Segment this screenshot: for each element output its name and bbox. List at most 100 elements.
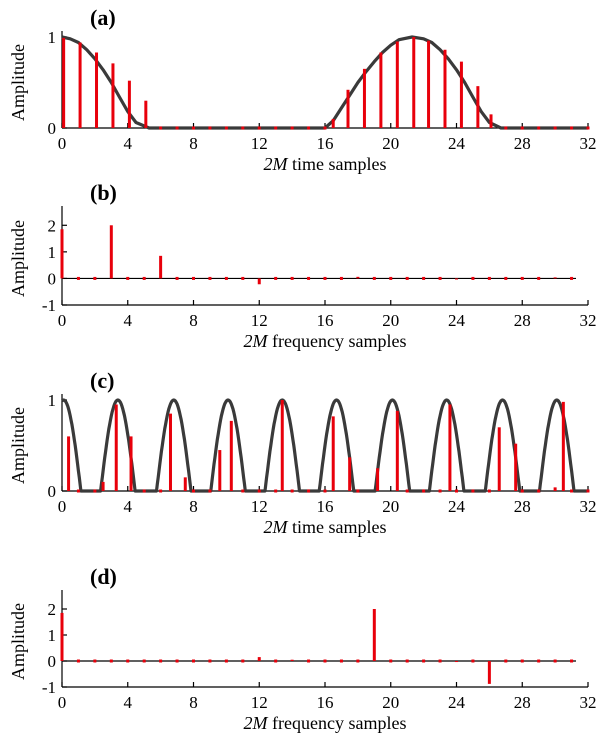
panel-c: 0 4 8 12 16 20 24 28 32 0 1 Amplitude 2M time sample… [8,368,597,537]
stem-5 [142,659,146,663]
y-tick-label: 1 [48,243,57,262]
stem-29 [520,126,524,130]
stem-18 [356,659,360,663]
y-tick-label: -1 [42,678,56,697]
x-tick-label: 20 [382,134,399,153]
stem-19 [372,276,376,280]
stem-40 [586,489,590,493]
stem-18 [290,489,294,493]
y-axis-label: Amplitude [8,220,28,297]
stem-23 [438,276,442,280]
x-tick-label: 4 [124,134,133,153]
stem-2 [93,276,97,280]
stem-30 [553,659,557,663]
stem-17 [339,276,343,280]
y-tick-label: 1 [48,28,57,47]
x-tick-label: 4 [124,497,133,516]
x-tick-label: 16 [317,134,334,153]
stem-6 [159,126,163,130]
panel-label: (c) [90,368,114,393]
y-tick-label: 1 [48,391,57,410]
x-tick-label: 0 [58,134,67,153]
x-tick-label: 28 [514,134,531,153]
stem-20 [389,659,393,663]
stem-14 [290,126,294,130]
stem-6 [142,489,146,493]
stem-10 [224,659,228,663]
stem-9 [208,659,212,663]
x-tick-label: 24 [448,497,466,516]
x-tick-label: 0 [58,311,67,330]
x-tick-label: 32 [580,693,597,712]
stem-5 [142,276,146,280]
stem-3 [109,659,113,663]
stem-10 [224,126,228,130]
y-tick-label: 0 [48,269,57,288]
stem-29 [537,276,541,280]
x-tick-label: 24 [448,693,466,712]
x-tick-label: 20 [382,497,399,516]
x-axis-label-text: frequency samples [268,713,407,733]
envelope-curve [60,398,588,493]
stem-21 [405,659,409,663]
x-tick-label: 32 [580,311,597,330]
envelope-curve [61,35,588,130]
stem-2 [93,489,97,493]
stem-27 [504,276,508,280]
panel-label: (a) [90,5,116,30]
stem-31 [570,276,574,280]
x-tick-label: 16 [317,693,334,712]
stem-31 [570,659,574,663]
x-tick-label: 4 [124,693,133,712]
x-axis-label-text: time samples [288,517,387,537]
y-tick-label: 0 [48,482,57,501]
x-axis-label-variable: 2M [264,517,289,537]
panel-a: 0 4 8 12 16 20 24 28 32 0 1 Amplitude 2M time sample… [8,5,597,174]
x-tick-label: 8 [189,497,198,516]
stem-11 [208,489,212,493]
stem-29 [537,659,541,663]
stem-11 [241,659,245,663]
x-axis-label-variable: 2M [244,331,269,351]
stem-25 [471,276,475,280]
stem-16 [323,276,327,280]
stem-6 [159,659,163,663]
x-tick-label: 8 [189,311,198,330]
stem-25 [471,659,475,663]
x-tick-label: 24 [448,311,466,330]
stem-9 [208,126,212,130]
x-tick-label: 32 [580,497,597,516]
stem-4 [126,276,130,280]
panel-label: (d) [90,564,117,589]
stem-7 [175,276,179,280]
panel-label: (b) [90,180,117,205]
stem-26 [487,276,491,280]
stem-15 [307,126,311,130]
stem-28 [520,276,524,280]
stem-8 [192,126,195,130]
stem-15 [257,489,261,493]
stem-20 [389,276,393,280]
stem-33 [586,126,590,130]
stem-31 [553,126,557,130]
stem-28 [504,126,508,130]
stem-16 [323,659,327,663]
y-tick-label: -1 [42,296,56,315]
x-tick-label: 28 [514,693,531,712]
y-tick-label: 0 [48,119,57,138]
stem-1 [76,659,80,663]
x-tick-label: 8 [189,693,198,712]
y-tick-label: 2 [48,600,57,619]
stem-27 [504,659,508,663]
stem-7 [175,126,179,130]
y-tick-label: 1 [48,626,57,645]
x-tick-label: 0 [58,497,67,516]
stem-26 [405,489,409,493]
stem-32 [570,126,574,130]
stem-22 [422,276,426,280]
stem-31 [471,489,475,493]
stem-14 [241,489,245,493]
y-tick-label: 2 [48,216,57,235]
x-tick-label: 8 [189,134,198,153]
